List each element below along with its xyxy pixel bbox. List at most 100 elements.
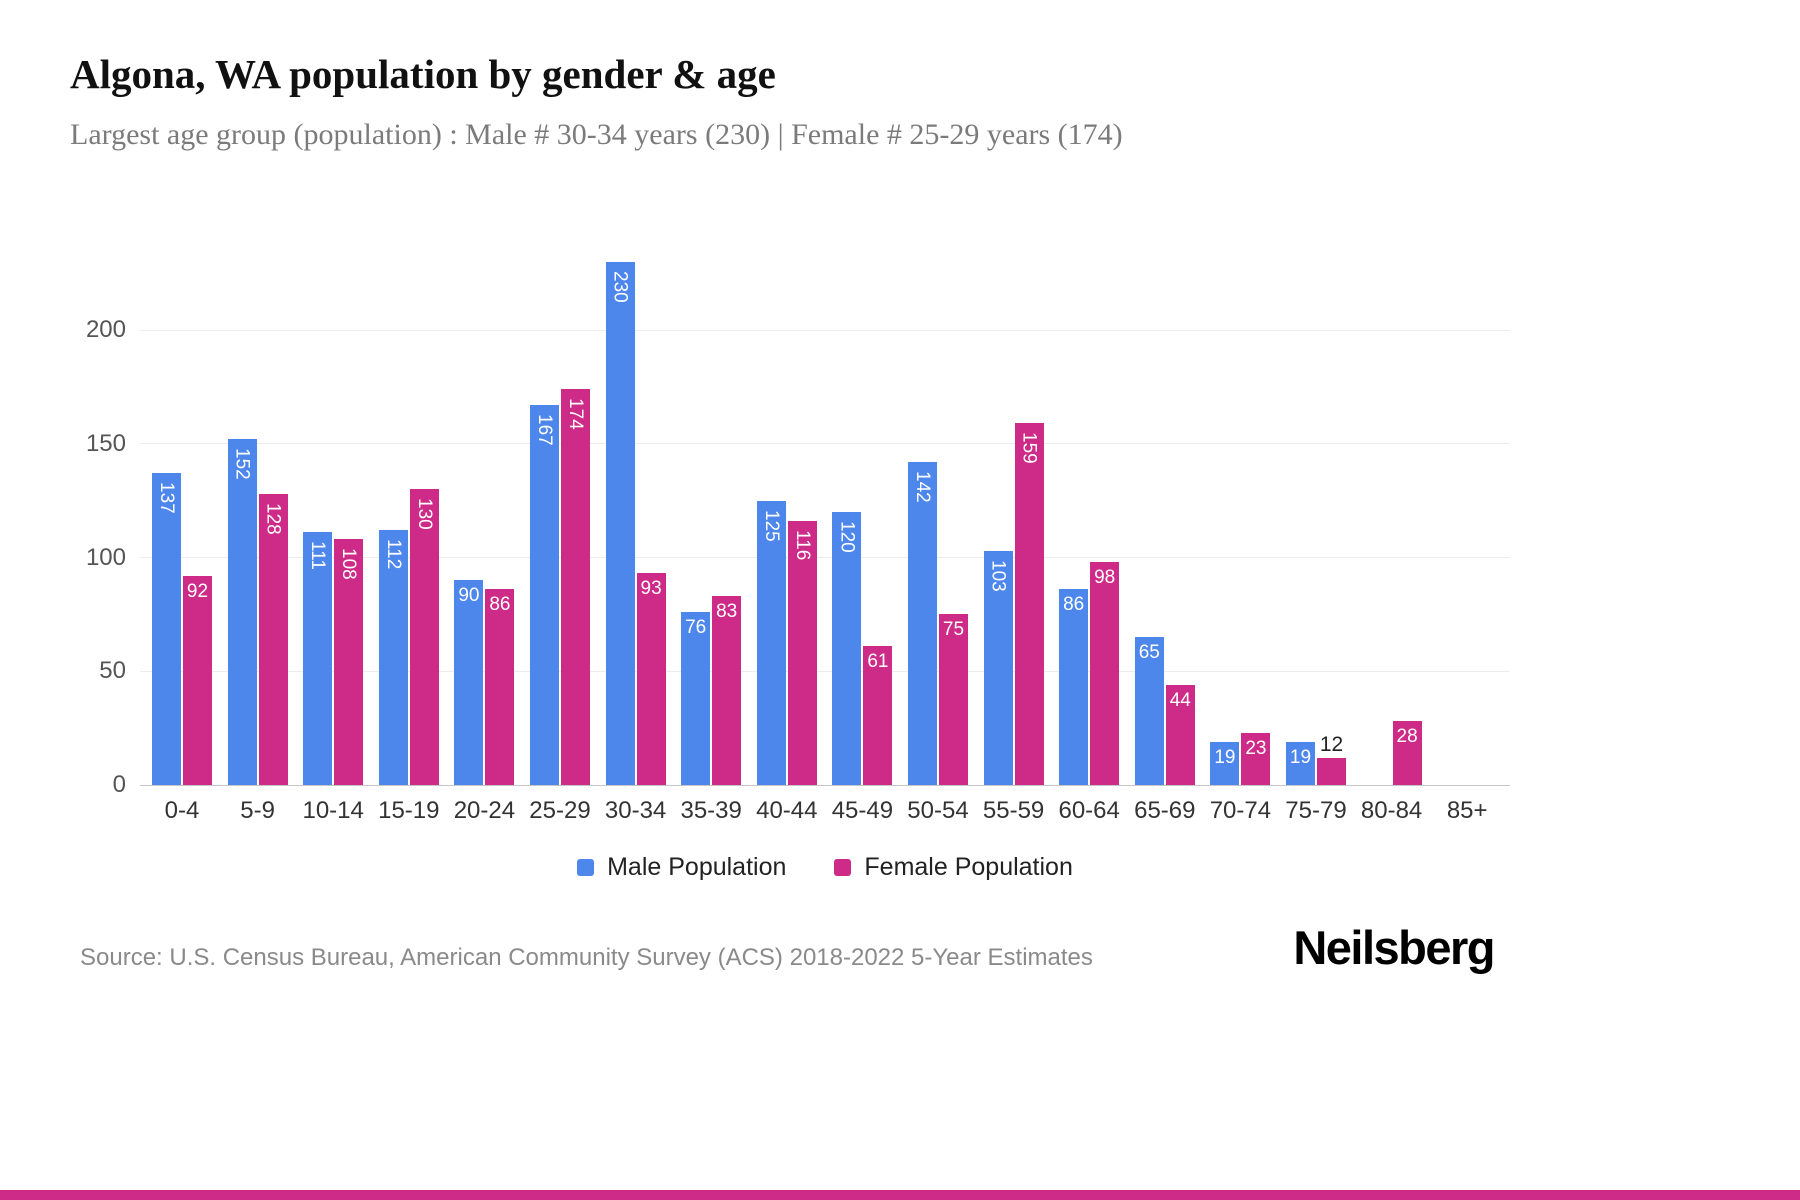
legend-label: Male Population xyxy=(607,853,787,881)
bar-value-label: 83 xyxy=(716,601,738,622)
bar-value-label: 116 xyxy=(791,530,813,561)
bar-value-label: 111 xyxy=(307,541,329,570)
bar-male-40-44[interactable]: 125 xyxy=(756,501,786,785)
y-axis-tick-200: 200 xyxy=(85,316,126,343)
bar-chart-plot-area: 0 50 100 150 200 137 92 0-4 152 128 5-9 111 108 10-14… xyxy=(0,240,1800,824)
bar-female-70-74[interactable]: 23 xyxy=(1241,733,1271,785)
bar-value-label: 86 xyxy=(1063,594,1085,615)
bar-male-60-64[interactable]: 86 xyxy=(1059,589,1089,785)
bar-value-label: 108 xyxy=(338,548,360,580)
x-axis-tick-75-79: 75-79 xyxy=(1285,797,1347,824)
x-axis-tick-0-4: 0-4 xyxy=(164,797,200,824)
source-text: Source: U.S. Census Bureau, American Com… xyxy=(80,944,1093,971)
x-axis-tick-80-84: 80-84 xyxy=(1360,797,1423,824)
bar-value-label: 93 xyxy=(640,578,662,599)
legend-swatch-icon xyxy=(577,859,595,876)
bar-value-label: 28 xyxy=(1396,726,1418,747)
y-axis-tick-50: 50 xyxy=(99,657,126,685)
bar-male-70-74[interactable]: 19 xyxy=(1210,742,1240,785)
bar-female-0-4[interactable]: 92 xyxy=(183,576,212,785)
bar-male-0-4[interactable]: 137 xyxy=(152,473,181,785)
bar-female-15-19[interactable]: 130 xyxy=(409,489,439,785)
x-axis-tick-60-64: 60-64 xyxy=(1058,797,1120,824)
x-axis-tick-20-24: 20-24 xyxy=(453,797,516,824)
gridline-200 xyxy=(140,329,1510,331)
brand-strip xyxy=(0,1190,1800,1200)
x-axis-tick-55-59: 55-59 xyxy=(982,797,1045,824)
bar-female-25-29[interactable]: 174 xyxy=(561,389,590,785)
bar-female-55-59[interactable]: 159 xyxy=(1014,423,1044,785)
bar-value-label: 103 xyxy=(987,560,1009,592)
bar-male-45-49[interactable]: 120 xyxy=(832,512,862,785)
chart-title: Algona, WA population by gender & age xyxy=(70,51,776,97)
bar-male-75-79[interactable]: 19 xyxy=(1286,742,1315,785)
legend-label: Female Population xyxy=(864,853,1073,881)
bar-male-30-34[interactable]: 230 xyxy=(605,262,635,785)
gridline-100 xyxy=(140,557,1510,558)
x-axis-tick-35-39: 35-39 xyxy=(680,797,742,824)
bar-value-label: 167 xyxy=(534,414,555,446)
bar-value-label: 92 xyxy=(186,581,209,602)
chart-subtitle: Largest age group (population) : Male # … xyxy=(70,118,1123,151)
bar-male-65-69[interactable]: 65 xyxy=(1134,637,1164,785)
gridline-150 xyxy=(140,443,1510,445)
bar-female-45-49[interactable]: 61 xyxy=(863,646,893,785)
bar-female-40-44[interactable]: 116 xyxy=(787,521,817,785)
bar-value-label: 128 xyxy=(262,503,284,535)
x-axis-tick-70-74: 70-74 xyxy=(1209,797,1272,824)
x-axis-tick-45-49: 45-49 xyxy=(831,797,894,824)
bar-value-label: 12 xyxy=(1319,733,1344,756)
bar-male-20-24[interactable]: 90 xyxy=(454,580,484,785)
bar-value-label: 19 xyxy=(1214,747,1236,768)
bar-female-65-69[interactable]: 44 xyxy=(1165,685,1195,785)
bar-female-20-24[interactable]: 86 xyxy=(485,589,515,785)
legend-item-male[interactable]: Male Population xyxy=(577,853,786,882)
bar-female-50-54[interactable]: 75 xyxy=(939,614,968,785)
bar-value-label: 76 xyxy=(685,617,707,638)
bar-value-label: 23 xyxy=(1245,738,1267,759)
x-axis-tick-30-34: 30-34 xyxy=(604,797,667,824)
bar-value-label: 159 xyxy=(1018,432,1040,464)
legend-item-female[interactable]: Female Population xyxy=(834,853,1073,882)
bar-value-label: 125 xyxy=(760,510,782,542)
y-axis-tick-150: 150 xyxy=(85,429,126,457)
bar-value-label: 98 xyxy=(1094,567,1116,588)
x-axis-tick-10-14: 10-14 xyxy=(302,797,364,824)
bar-female-75-79[interactable]: 12 xyxy=(1317,734,1346,785)
bar-female-80-84[interactable]: 28 xyxy=(1392,721,1422,785)
bar-male-25-29[interactable]: 167 xyxy=(530,405,559,785)
bar-value-label: 44 xyxy=(1169,690,1191,711)
bar-value-label: 130 xyxy=(413,498,435,530)
bar-female-35-39[interactable]: 83 xyxy=(712,596,742,785)
bar-value-label: 86 xyxy=(489,594,511,615)
bar-value-label: 174 xyxy=(565,398,586,430)
bar-value-label: 112 xyxy=(382,539,404,570)
bar-male-5-9[interactable]: 152 xyxy=(227,439,257,785)
legend-swatch-icon xyxy=(834,859,852,876)
y-axis-tick-100: 100 xyxy=(85,543,126,571)
bar-female-30-34[interactable]: 93 xyxy=(636,573,666,785)
x-axis-tick-65-69: 65-69 xyxy=(1134,797,1196,824)
legend: Male Population Female Population xyxy=(140,853,1510,882)
gridline-0 xyxy=(140,784,1510,786)
x-axis-tick-50-54: 50-54 xyxy=(907,797,969,824)
bar-value-label: 120 xyxy=(836,521,858,553)
bar-value-label: 75 xyxy=(942,619,965,640)
bar-male-50-54[interactable]: 142 xyxy=(908,462,937,785)
bar-male-15-19[interactable]: 112 xyxy=(378,530,408,785)
x-axis-tick-40-44: 40-44 xyxy=(756,797,818,824)
bar-male-55-59[interactable]: 103 xyxy=(983,551,1013,785)
bar-value-label: 19 xyxy=(1289,747,1312,768)
y-axis-tick-0: 0 xyxy=(112,771,126,798)
x-axis-tick-25-29: 25-29 xyxy=(529,797,591,824)
bar-female-5-9[interactable]: 128 xyxy=(258,494,288,785)
bar-value-label: 90 xyxy=(458,585,480,606)
bar-value-label: 142 xyxy=(912,471,933,503)
bar-female-10-14[interactable]: 108 xyxy=(334,539,364,785)
bar-male-10-14[interactable]: 111 xyxy=(303,532,333,785)
bar-male-35-39[interactable]: 76 xyxy=(681,612,711,785)
bar-female-60-64[interactable]: 98 xyxy=(1090,562,1120,785)
bar-value-label: 137 xyxy=(156,482,177,514)
bar-value-label: 65 xyxy=(1138,642,1160,663)
